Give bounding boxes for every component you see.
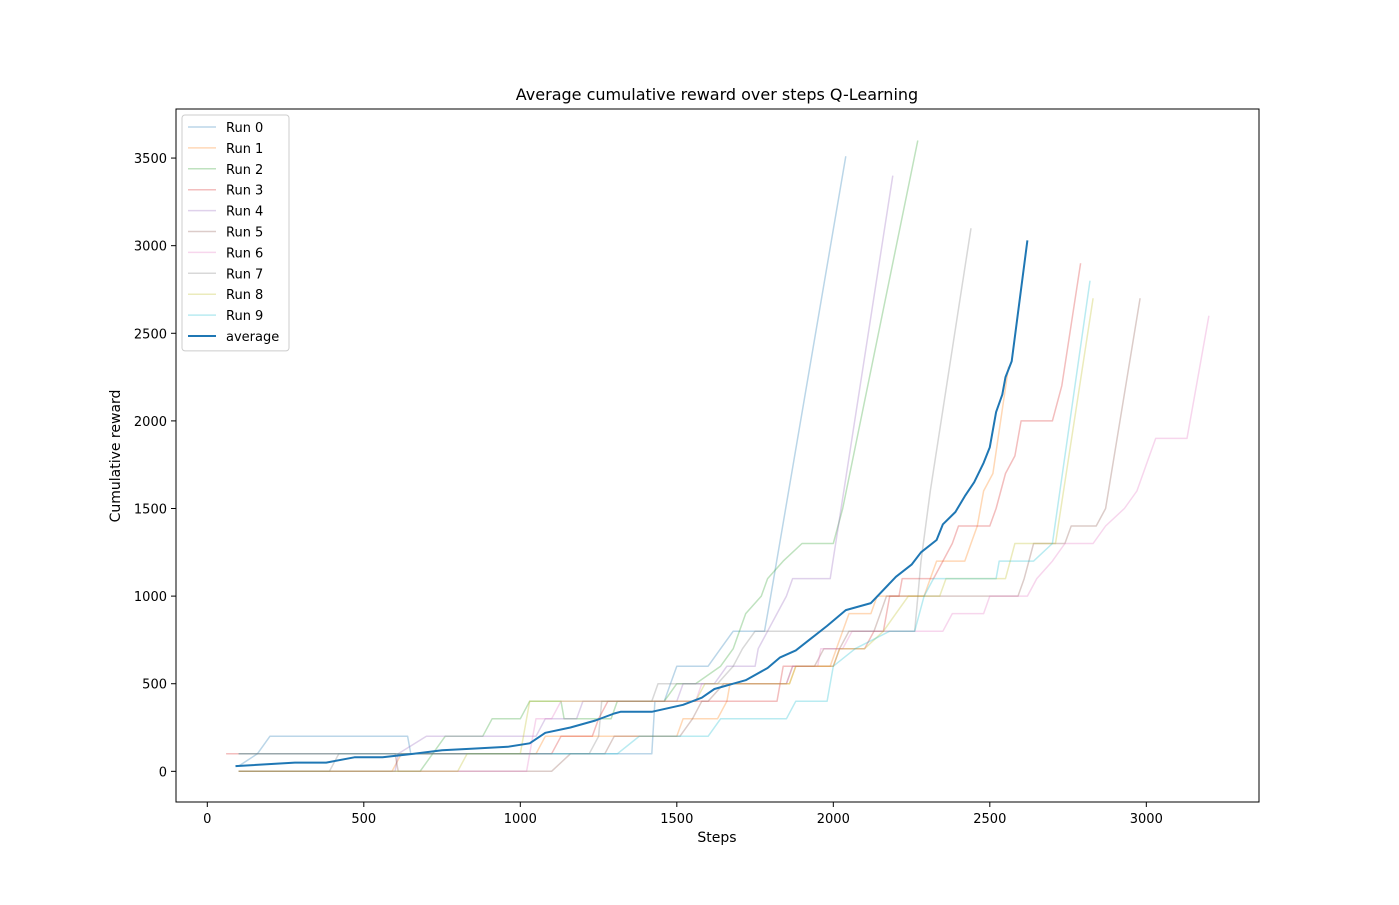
x-axis-label: Steps — [697, 830, 736, 846]
series-line-run-9 — [238, 280, 1091, 755]
legend-label: Run 2 — [226, 163, 263, 178]
legend-label: Run 4 — [226, 205, 263, 220]
y-tick-label: 3500 — [134, 152, 167, 167]
series-line-run-5 — [238, 298, 1141, 773]
y-tick-label: 3000 — [134, 240, 167, 255]
legend-label: Run 7 — [226, 267, 263, 282]
series-line-run-8 — [238, 298, 1094, 773]
legend-label: Run 6 — [226, 246, 263, 261]
plot-frame — [175, 108, 1260, 803]
legend-label: Run 5 — [226, 226, 263, 241]
y-tick-label: 1500 — [134, 503, 167, 518]
legend-label: average — [226, 330, 279, 345]
x-tick-label: 2500 — [973, 812, 1006, 827]
y-axis-label: Cumulative reward — [108, 390, 124, 523]
series-line-run-0 — [238, 156, 847, 767]
axes-layer: 0 500 1000 1500 2000 2500 3000 0 500 1000 1500 2000… — [134, 152, 1163, 827]
y-tick-label: 2000 — [134, 415, 167, 430]
series-line-run-7 — [238, 228, 972, 773]
x-tick-label: 1000 — [504, 812, 537, 827]
legend-label: Run 1 — [226, 142, 263, 157]
legend: Run 0 Run 1 Run 2 Run 3 Run 4 Run 5 Run 6 Run 7… — [181, 114, 290, 352]
x-tick-label: 500 — [351, 812, 376, 827]
legend-label: Run 8 — [226, 288, 263, 303]
series-line-average — [235, 240, 1029, 768]
legend-box — [181, 114, 290, 352]
x-tick-label: 3000 — [1130, 812, 1163, 827]
legend-label: Run 9 — [226, 309, 263, 324]
chart-title: Average cumulative reward over steps Q-L… — [516, 85, 918, 104]
y-tick-label: 0 — [159, 765, 167, 780]
y-tick-label: 2500 — [134, 327, 167, 342]
y-tick-label: 500 — [142, 678, 167, 693]
series-line-run-6 — [238, 315, 1210, 773]
series-layer — [226, 140, 1210, 773]
x-tick-label: 1500 — [660, 812, 693, 827]
series-line-run-4 — [238, 175, 894, 773]
series-line-run-3 — [226, 263, 1082, 755]
y-tick-label: 1000 — [134, 590, 167, 605]
legend-label: Run 0 — [226, 121, 263, 136]
series-line-run-1 — [238, 366, 1010, 773]
series-line-run-2 — [238, 140, 919, 773]
legend-label: Run 3 — [226, 184, 263, 199]
x-tick-label: 2000 — [817, 812, 850, 827]
x-tick-label: 0 — [203, 812, 211, 827]
